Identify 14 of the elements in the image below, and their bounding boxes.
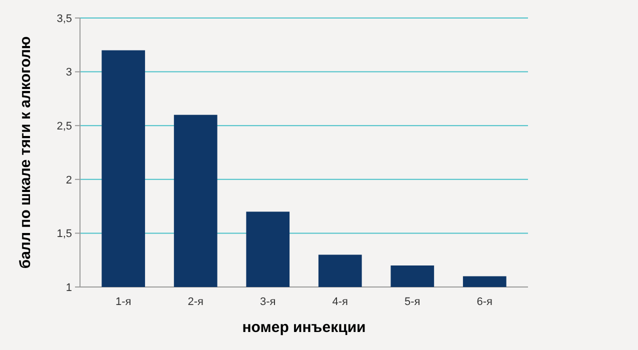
x-tick-label: 6-я [476,296,493,308]
y-tick-label: 1 [66,282,72,294]
y-tick-label: 3 [66,66,72,79]
y-tick-label: 2,5 [56,120,72,132]
x-tick-label: 5-я [404,296,420,308]
x-tick-label: 4-я [332,296,348,308]
y-tick-label: 2 [66,174,72,186]
y-tick-label: 3,5 [56,12,72,25]
x-tick-label: 3-я [260,296,276,308]
x-axis-title: номер инъекции [242,319,366,336]
y-tick-label: 1,5 [56,228,72,240]
x-tick-label: 2-я [188,296,204,308]
x-tick-label: 1-я [115,296,132,308]
y-axis-title: балл по шкале тяги к алкоголю [17,36,34,269]
